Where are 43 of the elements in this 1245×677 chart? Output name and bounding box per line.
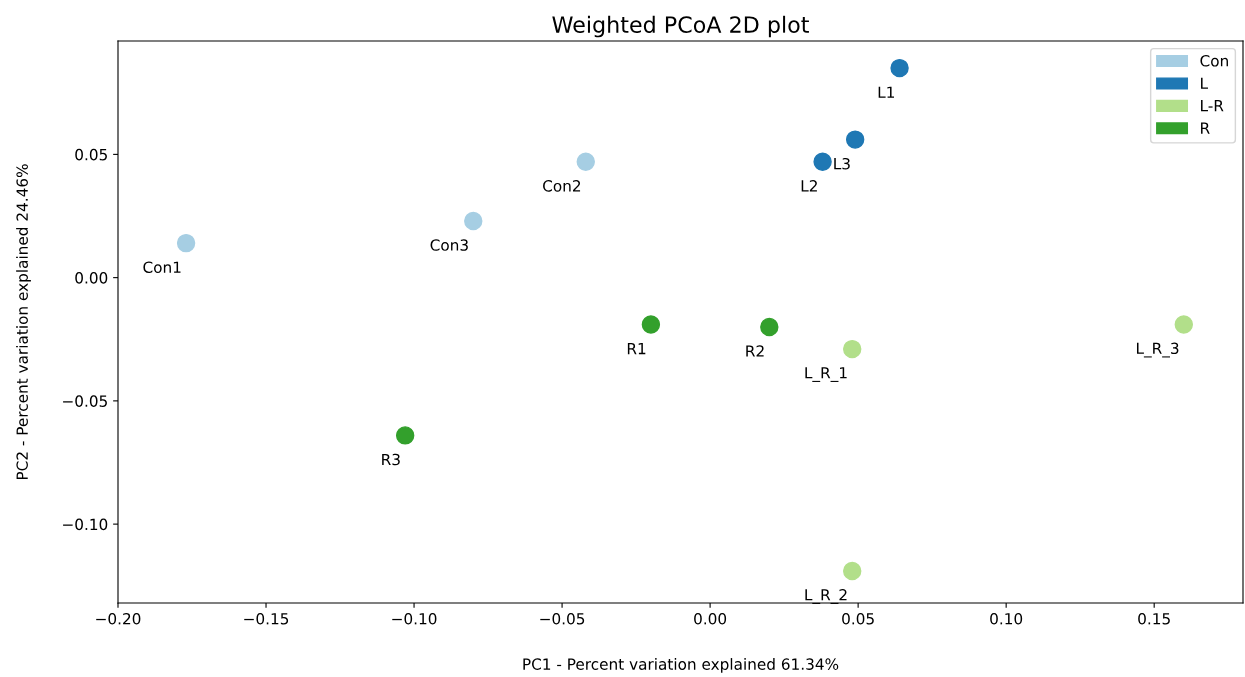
annotation: L_R_1 [805, 367, 847, 382]
point [760, 317, 779, 337]
annotation: R2 [746, 345, 764, 357]
legend-label: L-R [1201, 100, 1224, 112]
annotation: R3 [382, 453, 400, 466]
x-tick-label: −0.15 [244, 612, 289, 625]
point [845, 130, 865, 149]
legend-label: Con [1200, 55, 1228, 67]
point [641, 315, 661, 334]
point [843, 339, 862, 359]
annotation: Con3 [430, 239, 468, 251]
x-tick-label: 0.15 [1138, 612, 1170, 625]
x-tick-label: 0.10 [990, 612, 1023, 625]
y-tick-label: −0.05 [63, 395, 107, 407]
annotation: L_R_2 [805, 589, 847, 604]
x-axis-title: PC1 - Percent variation explained 61.34% [523, 658, 839, 673]
point [576, 152, 595, 171]
annotation: L1 [878, 86, 894, 98]
annotation: L_R_3 [1137, 342, 1179, 358]
annotation: L3 [834, 157, 850, 170]
x-tick-label: −0.10 [392, 612, 437, 625]
y-tick-label: −0.10 [63, 518, 108, 531]
annotation: Con2 [543, 180, 581, 192]
y-axis-title: PC2 - Percent variation explained 24.46% [16, 164, 31, 480]
legend-label: L [1201, 77, 1208, 89]
point [395, 426, 415, 445]
x-tick-label: −0.05 [540, 612, 585, 625]
y-tick-label: 0.00 [75, 272, 108, 284]
point [813, 152, 832, 171]
point [890, 58, 909, 78]
x-tick-label: −0.20 [96, 612, 141, 625]
annotation: R1 [627, 342, 646, 355]
x-tick-label: 0.05 [842, 612, 874, 625]
y-tick-label: 0.05 [75, 148, 107, 161]
annotation: L2 [801, 180, 817, 192]
point [464, 211, 483, 231]
point [176, 233, 196, 253]
chart-title: Weighted PCoA 2D plot [552, 15, 809, 38]
legend-label: R [1201, 122, 1210, 134]
point [1174, 315, 1193, 334]
x-tick-label: 0.00 [694, 612, 727, 625]
point [843, 561, 862, 581]
annotation: Con1 [143, 261, 181, 273]
